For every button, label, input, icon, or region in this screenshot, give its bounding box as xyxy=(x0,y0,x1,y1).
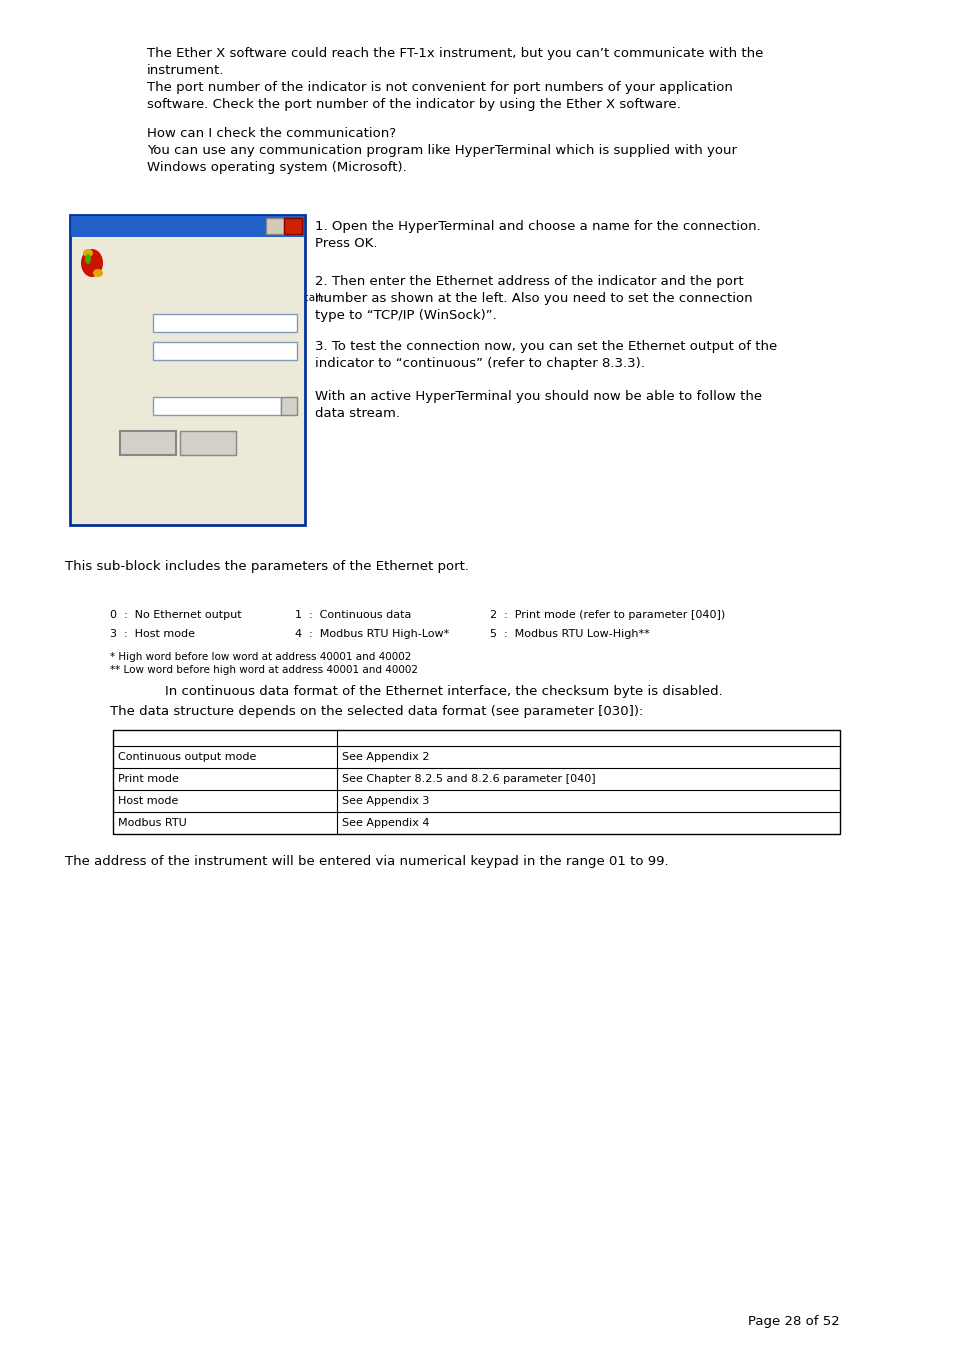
FancyBboxPatch shape xyxy=(266,217,284,234)
Text: The port number of the indicator is not convenient for port numbers of your appl: The port number of the indicator is not … xyxy=(147,81,732,95)
Text: TCP/IP (Winsock): TCP/IP (Winsock) xyxy=(156,400,242,409)
Bar xyxy=(70,215,305,525)
Text: See Appendix 2: See Appendix 2 xyxy=(341,752,429,761)
FancyBboxPatch shape xyxy=(284,217,302,234)
Text: The Ether X software could reach the FT-1x instrument, but you can’t communicate: The Ether X software could reach the FT-… xyxy=(147,47,762,59)
Text: With an active HyperTerminal you should now be able to follow the: With an active HyperTerminal you should … xyxy=(314,390,761,404)
Text: number as shown at the left. Also you need to set the connection: number as shown at the left. Also you ne… xyxy=(314,292,752,305)
Text: Connect using:: Connect using: xyxy=(80,398,158,408)
Text: 3  :  Host mode: 3 : Host mode xyxy=(110,629,194,639)
FancyBboxPatch shape xyxy=(180,431,235,455)
Text: Windows operating system (Microsoft).: Windows operating system (Microsoft). xyxy=(147,161,406,174)
Text: See Chapter 8.2.5 and 8.2.6 parameter [040]: See Chapter 8.2.5 and 8.2.6 parameter [0… xyxy=(341,774,595,784)
Text: 2  :  Print mode (refer to parameter [040]): 2 : Print mode (refer to parameter [040]… xyxy=(490,610,724,620)
Ellipse shape xyxy=(85,254,91,265)
Text: Host mode: Host mode xyxy=(118,796,178,806)
Text: * High word before low word at address 40001 and 40002: * High word before low word at address 4… xyxy=(110,652,411,662)
Text: a: a xyxy=(121,261,128,270)
Text: This sub-block includes the parameters of the Ethernet port.: This sub-block includes the parameters o… xyxy=(65,560,469,572)
Text: You can use any communication program like HyperTerminal which is supplied with : You can use any communication program li… xyxy=(147,144,737,157)
Text: Modbus RTU: Modbus RTU xyxy=(118,818,187,828)
Text: Press OK.: Press OK. xyxy=(314,238,377,250)
Text: 2. Then enter the Ethernet address of the indicator and the port: 2. Then enter the Ethernet address of th… xyxy=(314,275,742,288)
Text: 1  :  Continuous data: 1 : Continuous data xyxy=(294,610,411,620)
Text: 3. To test the connection now, you can set the Ethernet output of the: 3. To test the connection now, you can s… xyxy=(314,340,777,352)
Text: ** Low word before high word at address 40001 and 40002: ** Low word before high word at address … xyxy=(110,666,417,675)
Text: ▼: ▼ xyxy=(286,404,292,409)
Text: data stream.: data stream. xyxy=(314,406,399,420)
Ellipse shape xyxy=(83,248,92,256)
FancyBboxPatch shape xyxy=(120,431,175,455)
Text: 192.168.16.250: 192.168.16.250 xyxy=(156,316,238,325)
Text: 1. Open the HyperTerminal and choose a name for the connection.: 1. Open the HyperTerminal and choose a n… xyxy=(314,220,760,234)
Text: X: X xyxy=(289,221,296,231)
Text: OK: OK xyxy=(140,437,156,448)
Text: indicator to “continuous” (refer to chapter 8.3.3).: indicator to “continuous” (refer to chap… xyxy=(314,356,644,370)
Text: The data structure depends on the selected data format (see parameter [030]):: The data structure depends on the select… xyxy=(110,705,642,718)
Text: Host address:: Host address: xyxy=(80,315,152,325)
Text: How can I check the communication?: How can I check the communication? xyxy=(147,127,395,140)
Text: 0  :  No Ethernet output: 0 : No Ethernet output xyxy=(110,610,241,620)
Bar xyxy=(112,730,840,834)
Ellipse shape xyxy=(81,248,103,277)
Ellipse shape xyxy=(92,269,103,277)
Text: 10001|: 10001| xyxy=(156,344,193,355)
Text: ?: ? xyxy=(272,221,277,231)
Text: The address of the instrument will be entered via numerical keypad in the range : The address of the instrument will be en… xyxy=(65,855,668,868)
Text: Continuous output mode: Continuous output mode xyxy=(118,752,256,761)
FancyBboxPatch shape xyxy=(78,243,118,284)
Text: Connect To: Connect To xyxy=(94,217,167,231)
Text: software. Check the port number of the indicator by using the Ether X software.: software. Check the port number of the i… xyxy=(147,99,680,111)
Text: In continuous data format of the Ethernet interface, the checksum byte is disabl: In continuous data format of the Etherne… xyxy=(165,684,722,698)
Bar xyxy=(152,397,281,414)
Text: Enter details for the host that you want to call:: Enter details for the host that you want… xyxy=(80,293,324,302)
Text: 4  :  Modbus RTU High-Low*: 4 : Modbus RTU High-Low* xyxy=(294,629,449,639)
Text: type to “TCP/IP (WinSock)”.: type to “TCP/IP (WinSock)”. xyxy=(314,309,497,323)
Bar xyxy=(281,397,296,414)
Bar xyxy=(152,315,296,332)
Text: Page 28 of 52: Page 28 of 52 xyxy=(747,1315,840,1328)
Text: 5  :  Modbus RTU Low-High**: 5 : Modbus RTU Low-High** xyxy=(490,629,649,639)
Text: Cancel: Cancel xyxy=(189,437,227,448)
Text: instrument.: instrument. xyxy=(147,63,224,77)
Text: Print mode: Print mode xyxy=(118,774,179,784)
Bar xyxy=(152,342,296,360)
Text: Port number:: Port number: xyxy=(80,343,148,352)
Text: See Appendix 3: See Appendix 3 xyxy=(341,796,429,806)
Bar xyxy=(71,216,304,238)
Text: See Appendix 4: See Appendix 4 xyxy=(341,818,429,828)
